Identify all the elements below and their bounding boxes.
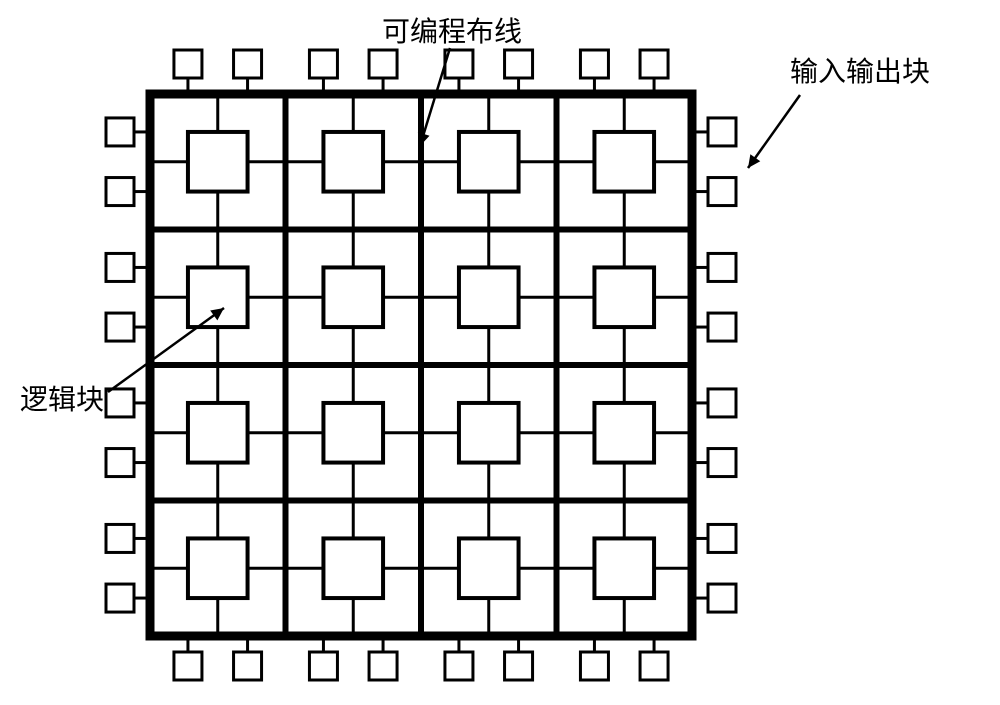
- io-pad: [708, 449, 736, 477]
- io-pad: [106, 178, 134, 206]
- io-pad: [708, 118, 736, 146]
- io-pad: [234, 652, 262, 680]
- io-pad: [708, 584, 736, 612]
- logic-block: [188, 538, 248, 598]
- logic-block: [459, 267, 519, 327]
- logic-block: [594, 132, 654, 192]
- logic-block: [188, 132, 248, 192]
- io-pad: [106, 253, 134, 281]
- fpga-architecture-diagram: 可编程布线 输入输出块 逻辑块: [0, 0, 1000, 705]
- io-pad: [708, 178, 736, 206]
- io-pad: [234, 50, 262, 78]
- io-pad: [174, 50, 202, 78]
- io-pad: [106, 449, 134, 477]
- io-pad: [309, 652, 337, 680]
- io-pad: [505, 50, 533, 78]
- io-pad: [106, 313, 134, 341]
- io-pad: [106, 389, 134, 417]
- logic-block: [594, 538, 654, 598]
- label-io-block: 输入输出块: [790, 50, 930, 90]
- io-pad: [369, 50, 397, 78]
- io-pad: [505, 652, 533, 680]
- io-pad: [708, 524, 736, 552]
- arrow-io-block: [748, 95, 800, 168]
- diagram-svg: [0, 0, 1000, 705]
- io-pad: [580, 652, 608, 680]
- io-pad: [106, 584, 134, 612]
- logic-block: [594, 403, 654, 463]
- label-logic-block: 逻辑块: [20, 378, 104, 418]
- io-pad: [708, 389, 736, 417]
- io-pad: [369, 652, 397, 680]
- logic-block: [188, 403, 248, 463]
- logic-block: [323, 538, 383, 598]
- logic-block: [594, 267, 654, 327]
- io-pad: [640, 50, 668, 78]
- logic-block: [459, 538, 519, 598]
- logic-block: [323, 267, 383, 327]
- logic-block: [323, 403, 383, 463]
- io-pad: [708, 253, 736, 281]
- io-pad: [708, 313, 736, 341]
- logic-block: [459, 403, 519, 463]
- logic-block: [323, 132, 383, 192]
- io-pad: [106, 118, 134, 146]
- io-pad: [445, 652, 473, 680]
- logic-block: [459, 132, 519, 192]
- io-pad: [309, 50, 337, 78]
- io-pad: [580, 50, 608, 78]
- arrow-io-block-head: [748, 154, 760, 168]
- io-pad: [640, 652, 668, 680]
- label-programmable-routing: 可编程布线: [382, 10, 522, 50]
- io-pad: [174, 652, 202, 680]
- io-pad: [106, 524, 134, 552]
